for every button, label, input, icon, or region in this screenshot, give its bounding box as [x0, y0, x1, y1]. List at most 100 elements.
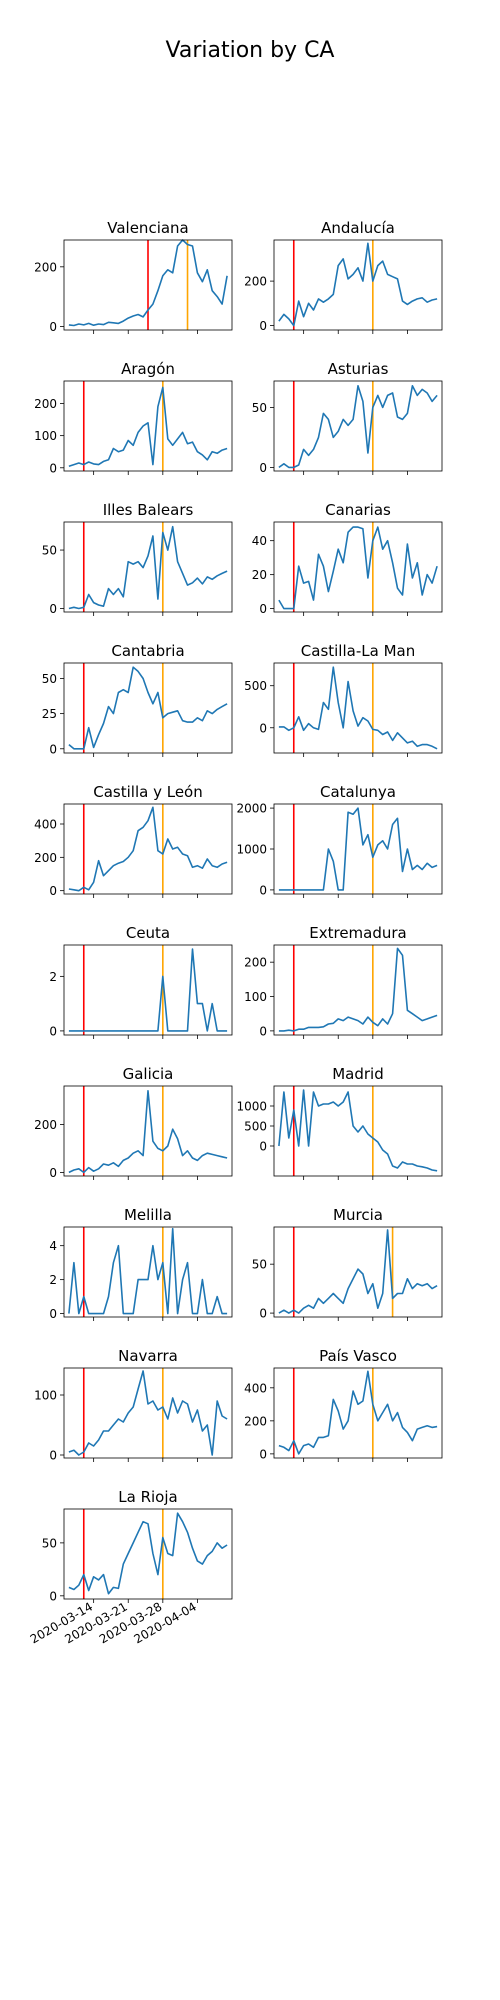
subplot-la-rioja: La Rioja 0 50: [42, 1488, 233, 1603]
plot-frame: [273, 803, 443, 895]
y-tick-label: 0: [259, 1447, 267, 1461]
y-tick-label: 0: [259, 602, 267, 616]
plot-frame: [63, 662, 233, 754]
y-tick-label: 50: [42, 1536, 57, 1550]
subplot-grid: Valenciana0200Andalucía0200Aragón0100200…: [28, 219, 443, 1646]
subplot-title: Castilla y León: [93, 783, 202, 801]
y-tick-label: 0: [49, 461, 57, 475]
y-tick-label: 2: [49, 970, 57, 984]
y-tick-label: 0: [259, 1140, 267, 1154]
subplot-canarias: Canarias 0 20 40: [252, 501, 443, 616]
series-line: [278, 666, 438, 750]
y-tick-label: 40: [252, 534, 267, 548]
figure-title: Variation by CA: [166, 38, 335, 63]
subplot-title: Extremadura: [309, 924, 407, 942]
subplot-extremadura: Extremadura 0 100 200: [244, 924, 443, 1039]
y-tick-label: 25: [42, 707, 57, 721]
subplot-asturias: Asturias 0 50: [252, 360, 443, 475]
y-tick-label: 200: [34, 260, 57, 274]
y-tick-label: 0: [49, 1024, 57, 1038]
y-tick-label: 4: [49, 1239, 57, 1253]
subplot-cantabria: Cantabria 0 25 50: [42, 642, 233, 757]
y-tick-label: 50: [252, 1258, 267, 1272]
series-line: [68, 1227, 228, 1315]
y-tick-label: 0: [49, 884, 57, 898]
subplot-title: Aragón: [121, 360, 175, 378]
plot-frame: [273, 380, 443, 472]
plot-frame: [63, 521, 233, 613]
series-line: [278, 1370, 438, 1455]
y-tick-label: 0: [49, 602, 57, 616]
series-line: [68, 666, 228, 750]
subplot-castilla-y-le-n: Castilla y León 0 200 400: [34, 783, 233, 898]
subplot-title: Andalucía: [321, 219, 395, 237]
subplot-title: Illes Balears: [103, 501, 194, 519]
y-tick-label: 200: [244, 275, 267, 289]
series-line: [278, 1089, 438, 1172]
plot-frame: [63, 803, 233, 895]
series-line: [278, 242, 438, 327]
y-tick-label: 200: [244, 956, 267, 970]
y-tick-label: 100: [34, 429, 57, 443]
series-line: [278, 1229, 438, 1314]
subplot-title: Valenciana: [107, 219, 189, 237]
plot-frame: [63, 239, 233, 331]
series-line: [68, 1090, 228, 1174]
y-tick-label: 200: [34, 397, 57, 411]
plot-frame: [273, 521, 443, 613]
subplot-title: Melilla: [124, 1206, 172, 1224]
y-tick-label: 400: [34, 818, 57, 832]
subplot-title: Murcia: [333, 1206, 383, 1224]
series-line: [68, 1370, 228, 1456]
y-tick-label: 2000: [236, 802, 267, 816]
y-tick-label: 20: [252, 568, 267, 582]
y-tick-label: 0: [259, 721, 267, 735]
plot-frame: [273, 1367, 443, 1459]
subplot-title: La Rioja: [118, 1488, 177, 1506]
subplot-title: Madrid: [332, 1065, 384, 1083]
subplot-galicia: Galicia 0 200: [34, 1065, 233, 1180]
subplot-title: Canarias: [325, 501, 391, 519]
y-tick-label: 1000: [236, 843, 267, 857]
subplot-catalunya: Catalunya 0 1000 2000: [236, 783, 443, 898]
series-line: [278, 807, 438, 891]
y-tick-label: 0: [259, 319, 267, 333]
series-line: [278, 384, 438, 469]
y-tick-label: 0: [259, 461, 267, 475]
plot-frame: [273, 1085, 443, 1177]
y-tick-label: 200: [244, 1414, 267, 1428]
subplot-melilla: Melilla 0 2 4: [49, 1206, 233, 1321]
subplot-andaluc-a: Andalucía 0 200: [244, 219, 443, 334]
subplot-madrid: Madrid 0 500 1000: [236, 1065, 443, 1180]
y-tick-label: 400: [244, 1381, 267, 1395]
plot-frame: [63, 1226, 233, 1318]
subplot-title: Catalunya: [320, 783, 396, 801]
y-tick-label: 0: [49, 742, 57, 756]
subplot-navarra: Navarra 0 100: [34, 1347, 233, 1463]
plot-frame: [63, 1508, 233, 1600]
y-tick-label: 0: [49, 1166, 57, 1180]
subplot-illes-balears: Illes Balears 0 50: [42, 501, 233, 616]
y-tick-label: 0: [259, 1307, 267, 1321]
subplot-title: Ceuta: [126, 924, 170, 942]
series-line: [68, 525, 228, 610]
subplot-title: Navarra: [118, 1347, 178, 1365]
plot-frame: [63, 1085, 233, 1177]
subplot-ceuta: Ceuta 0 2: [49, 924, 233, 1039]
series-line: [278, 526, 438, 610]
subplot-valenciana: Valenciana 0 200: [34, 219, 233, 334]
y-tick-label: 0: [259, 1024, 267, 1038]
y-tick-label: 50: [42, 672, 57, 686]
subplot-castilla-la-man: Castilla-La Man 0 500: [244, 642, 443, 757]
y-tick-label: 200: [34, 1118, 57, 1132]
subplot-title: País Vasco: [319, 1347, 397, 1365]
plot-frame: [63, 944, 233, 1036]
y-tick-label: 0: [259, 883, 267, 897]
y-tick-label: 50: [42, 544, 57, 558]
plot-frame: [273, 239, 443, 331]
series-line: [68, 806, 228, 892]
y-tick-label: 0: [49, 320, 57, 334]
series-line: [68, 1512, 228, 1595]
